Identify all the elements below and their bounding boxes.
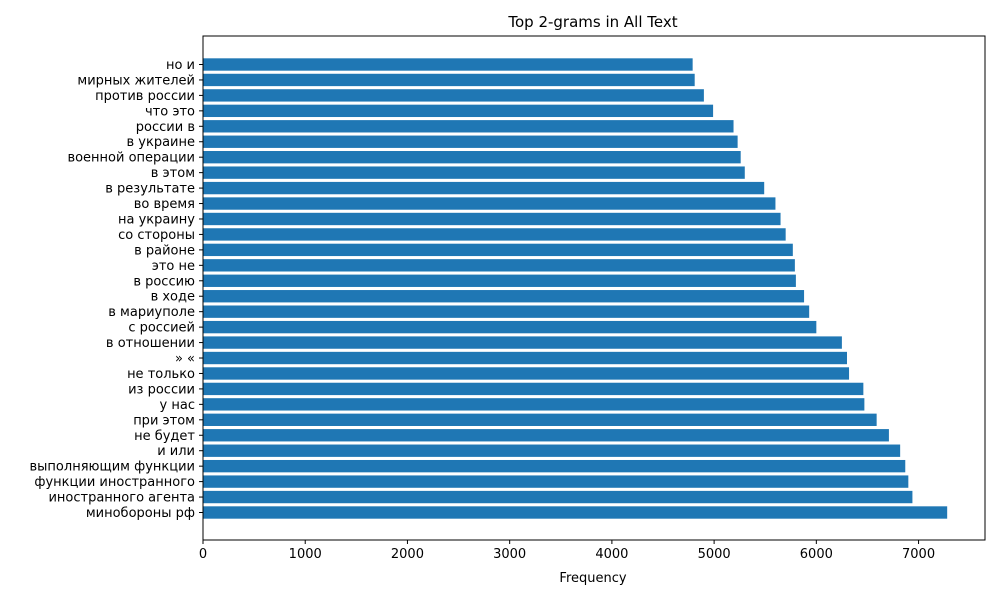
bar [203,135,738,148]
bar [203,243,793,257]
y-tick-label: россии в [136,120,195,135]
y-tick-label: с россией [128,321,195,336]
bar [203,197,776,210]
y-tick-label: военной операции [67,151,195,166]
bar [203,181,765,195]
bar [203,104,714,118]
y-tick-label: против россии [95,89,195,104]
y-tick-label: и или [157,444,195,459]
y-tick-label: мирных жителей [77,73,195,88]
x-axis-ticks: 0 1000 2000 3000 4000 5000 6000 7000 [199,540,935,562]
y-tick-label: минобороны рф [86,506,195,521]
bar [203,367,850,380]
y-tick-label: со стороны [118,228,195,243]
bar [203,274,796,287]
bar [203,398,865,411]
y-tick-label: выполняющим функции [30,460,196,475]
x-tick-label: 5000 [698,547,731,562]
bar [203,382,864,396]
y-tick-label: иностранного агента [48,491,195,506]
bar [203,290,805,303]
y-tick-label: на украину [118,212,195,227]
y-tick-label: это не [152,259,195,274]
y-tick-label: при этом [133,413,195,428]
bar [203,336,842,349]
bar [203,73,695,87]
y-tick-label: функции иностранного [34,475,195,490]
bar [203,151,741,164]
bar [203,351,847,365]
y-tick-label: в украине [126,135,195,150]
bar [203,413,877,426]
bars-layer [203,58,948,519]
y-tick-label: в россию [133,274,195,289]
bar [203,475,909,488]
y-tick-label: в ходе [151,290,195,305]
y-tick-label: у нас [160,398,195,413]
plot-frame [202,35,986,541]
bar [203,459,906,473]
bar [203,120,734,133]
x-tick-label: 3000 [493,547,526,562]
y-tick-label: что это [145,104,195,119]
bar [203,305,810,318]
y-tick-label: но и [166,58,195,73]
y-tick-label: во время [134,197,195,212]
bar [203,89,704,102]
x-tick-label: 4000 [595,547,628,562]
x-tick-label: 6000 [800,547,833,562]
bar [203,429,889,442]
chart-title: Top 2-grams in All Text [507,13,677,31]
x-tick-label: 7000 [902,547,935,562]
x-axis-label: Frequency [559,571,626,586]
y-tick-label: не будет [134,429,195,444]
bar [203,444,901,457]
y-tick-label: в этом [151,166,195,181]
bar [203,212,781,226]
x-tick-label: 1000 [289,547,322,562]
y-tick-label: в мариуполе [108,305,195,320]
y-tick-label: в отношении [106,336,195,351]
y-tick-label: из россии [128,382,195,397]
x-tick-label: 2000 [391,547,424,562]
bar [203,490,913,504]
y-tick-label: » « [175,352,195,367]
bar [203,259,795,272]
bar [203,58,693,71]
bar [203,166,745,179]
bar [203,228,786,241]
x-tick-label: 0 [199,547,207,562]
y-tick-label: не только [127,367,195,382]
bar [203,320,817,334]
bar [203,506,948,519]
y-tick-label: в результате [105,182,195,197]
y-tick-label: в районе [134,243,195,258]
